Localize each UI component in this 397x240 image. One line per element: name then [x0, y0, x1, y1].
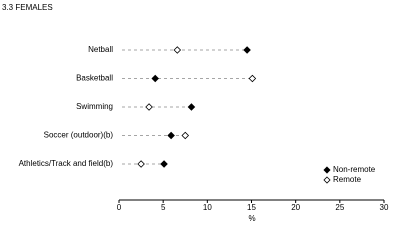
x-tick-label: 15	[247, 203, 256, 212]
dot-marker	[248, 74, 257, 83]
dot-marker	[145, 103, 153, 111]
dot-marker	[173, 46, 182, 54]
x-tick-label: 10	[203, 203, 212, 212]
x-tick-label: 30	[380, 203, 389, 212]
chart: 3.3 FEMALES % 0 5 10 15 20 25 30 Netball Basketb…	[2, 3, 389, 223]
legend-marker	[323, 176, 331, 184]
category-label: Soccer (outdoor)(b)	[44, 131, 114, 140]
x-axis-label: %	[248, 214, 255, 223]
dot-marker	[243, 46, 251, 54]
dot-marker	[160, 160, 168, 168]
dot-marker	[187, 103, 196, 111]
x-tick-label: 25	[335, 203, 344, 212]
category-label: Athletics/Track and field(b)	[19, 159, 114, 168]
legend-marker	[323, 166, 331, 174]
category-label: Swimming	[76, 102, 113, 111]
category-label: Netball	[88, 45, 113, 54]
x-tick-label: 20	[291, 203, 300, 212]
dot-marker	[181, 131, 190, 140]
x-tick-label: 0	[117, 203, 122, 212]
dot-marker	[137, 160, 145, 168]
category-label: Basketball	[76, 74, 113, 83]
chart-title: 3.3 FEMALES	[2, 3, 53, 12]
dot-marker	[151, 74, 159, 83]
legend-label: Remote	[333, 175, 362, 184]
legend-label: Non-remote	[333, 165, 376, 174]
x-tick-label: 5	[161, 203, 166, 212]
dot-marker	[167, 131, 175, 140]
